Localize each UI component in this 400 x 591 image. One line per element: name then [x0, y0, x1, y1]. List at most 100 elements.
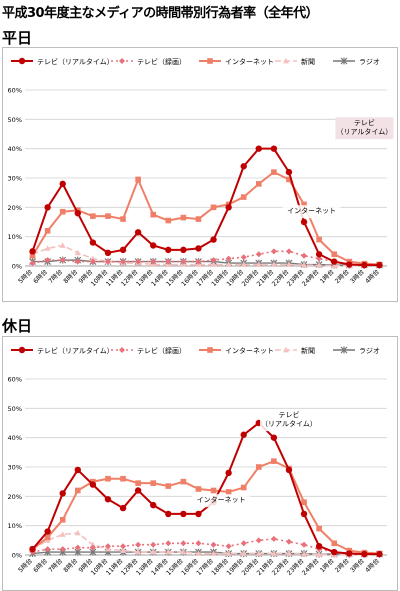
- data-point: [180, 548, 187, 555]
- annotation-box: [192, 494, 251, 508]
- y-tick-label: 0%: [12, 552, 22, 560]
- y-tick-label: 60%: [8, 87, 22, 95]
- legend-marker: [119, 58, 125, 64]
- data-point: [180, 510, 187, 518]
- legend-item: インターネット: [199, 57, 274, 66]
- data-point: [165, 540, 172, 547]
- chart-legend: テレビ（リアルタイム） テレビ（録画） インターネット 新聞 ラジオ: [11, 346, 380, 355]
- data-point: [331, 548, 338, 556]
- data-point: [120, 547, 127, 553]
- data-point: [90, 213, 96, 219]
- x-tick-label: 3時台: [348, 267, 366, 285]
- data-point: [210, 541, 217, 548]
- data-point: [225, 255, 232, 262]
- series-line: [32, 259, 380, 266]
- x-tick-label: 1時台: [318, 556, 336, 574]
- data-point: [104, 543, 111, 550]
- data-point: [270, 261, 277, 267]
- series-line: [32, 250, 380, 267]
- chart-annotation: テレビ（リアルタイム）: [335, 117, 394, 140]
- data-point: [44, 534, 51, 541]
- data-point: [29, 252, 36, 259]
- data-point: [270, 248, 277, 255]
- data-point: [74, 529, 81, 536]
- data-point: [150, 242, 157, 249]
- data-point: [210, 487, 217, 494]
- series-0: [29, 419, 383, 558]
- data-point: [74, 544, 81, 551]
- data-point: [180, 258, 187, 265]
- data-point: [255, 261, 262, 267]
- data-point: [240, 550, 247, 556]
- chart-annotation: インターネット: [282, 205, 341, 219]
- data-point: [59, 208, 66, 215]
- data-point: [89, 481, 97, 488]
- legend-item: テレビ（録画）: [111, 57, 186, 66]
- annotation-box: [259, 409, 318, 432]
- data-point: [255, 251, 262, 258]
- y-tick-label: 40%: [8, 434, 22, 442]
- y-tick-label: 10%: [8, 522, 22, 530]
- data-point: [105, 475, 111, 482]
- y-tick-label: 60%: [8, 376, 22, 384]
- legend-label: ラジオ: [359, 58, 380, 66]
- y-tick-label: 0%: [12, 263, 22, 271]
- data-point: [240, 431, 247, 438]
- data-point: [315, 251, 323, 258]
- data-point: [270, 434, 278, 441]
- data-point: [361, 261, 368, 269]
- legend-label: ラジオ: [359, 347, 380, 355]
- legend-item: テレビ（リアルタイム）: [11, 57, 114, 66]
- legend-marker: [18, 57, 26, 65]
- data-point: [59, 257, 66, 264]
- legend-label: インターネット: [225, 57, 274, 66]
- data-point: [74, 487, 81, 494]
- data-point: [150, 501, 157, 509]
- data-point: [240, 484, 247, 491]
- legend-marker: [340, 57, 348, 65]
- annotation-text: テレビ: [354, 118, 375, 127]
- x-tick-label: 4時台: [363, 556, 381, 574]
- data-point: [165, 510, 172, 518]
- data-point: [195, 550, 202, 556]
- data-point: [331, 262, 338, 269]
- data-point: [270, 535, 277, 542]
- data-point: [225, 261, 232, 267]
- data-point: [300, 510, 308, 518]
- legend-label: テレビ（リアルタイム）: [37, 57, 114, 66]
- series-0: [29, 145, 383, 269]
- annotation-box: [335, 117, 394, 140]
- data-point: [210, 236, 217, 243]
- data-point: [225, 550, 232, 556]
- legend-item: テレビ（録画）: [111, 346, 186, 355]
- data-point: [74, 258, 81, 265]
- data-point: [104, 258, 111, 265]
- data-point: [210, 204, 217, 211]
- data-point: [44, 546, 51, 553]
- data-point: [120, 543, 127, 550]
- data-point: [44, 228, 51, 234]
- data-point: [271, 458, 277, 464]
- data-point: [89, 239, 97, 246]
- data-point: [104, 496, 112, 503]
- data-point: [135, 176, 141, 183]
- data-point: [89, 541, 96, 548]
- data-point: [331, 251, 338, 258]
- data-point: [150, 258, 157, 265]
- y-tick-label: 50%: [8, 116, 22, 124]
- data-point: [134, 487, 142, 494]
- data-point: [120, 258, 127, 265]
- data-point: [29, 248, 36, 255]
- legend-marker: [340, 346, 348, 354]
- chart-annotation: テレビ（リアルタイム）: [259, 409, 318, 432]
- section-title-weekday: 平日: [2, 29, 33, 47]
- x-tick-label: 7時台: [46, 556, 64, 574]
- data-point: [255, 145, 262, 152]
- series-line: [32, 538, 380, 556]
- legend-label: テレビ（録画）: [137, 346, 186, 355]
- series-line: [31, 422, 380, 556]
- data-point: [134, 229, 142, 236]
- data-point: [195, 486, 202, 492]
- x-tick-label: 24時台: [300, 267, 321, 288]
- data-point: [165, 548, 172, 555]
